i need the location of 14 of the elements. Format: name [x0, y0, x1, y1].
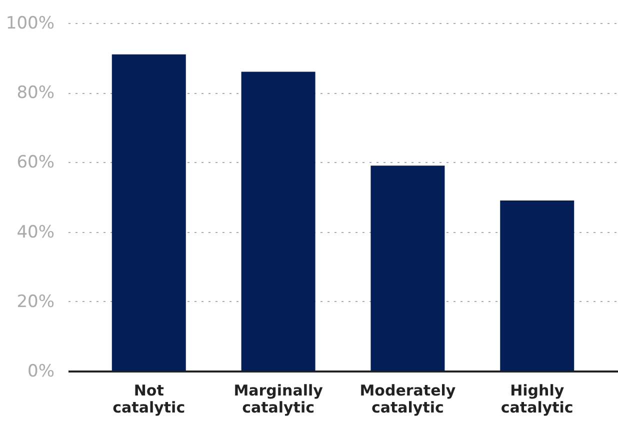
y-tick-label: 40%	[16, 222, 54, 242]
x-tick-label: Highly catalytic	[500, 382, 574, 416]
x-tick-label: Not catalytic	[112, 382, 186, 416]
x-tick-label: Moderately catalytic	[360, 382, 456, 416]
y-tick-label: 0%	[28, 362, 54, 382]
y-tick-label: 100%	[6, 14, 54, 34]
y-tick-label: 60%	[16, 152, 54, 173]
bar	[112, 54, 186, 371]
bar	[500, 200, 574, 371]
bar	[370, 166, 445, 371]
bar	[241, 72, 316, 371]
y-tick-label: 20%	[16, 292, 54, 312]
y-tick-label: 80%	[16, 83, 54, 104]
x-tick-label: Marginally catalytic	[234, 382, 324, 416]
